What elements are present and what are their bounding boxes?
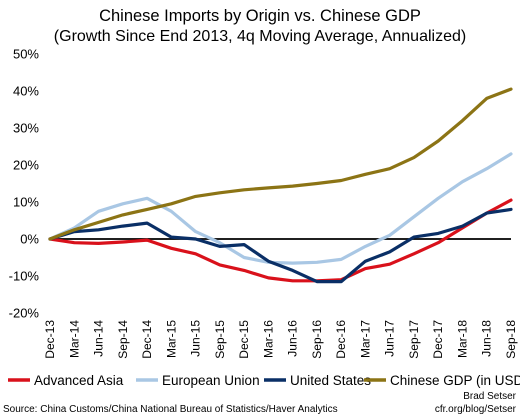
x-tick-label: Dec-17 [431,320,445,359]
series-line [48,87,513,241]
x-tick-label: Dec-16 [334,320,348,359]
x-tick-label: Mar-18 [455,320,469,358]
x-axis: Dec-13 Mar-14 Jun-14 Sep-14 Dec-14 Mar-15 Jun-… [43,320,518,359]
x-tick-label: Dec-13 [43,320,57,359]
x-tick-label: Sep-14 [116,320,130,359]
source-note: Source: China Customs/China National Bur… [3,404,338,415]
y-tick-label: 10% [13,195,39,210]
y-tick-label: -20% [9,306,40,321]
x-tick-label: Sep-15 [213,320,227,359]
x-tick-label: Mar-15 [164,320,178,358]
x-tick-label: Dec-15 [237,320,251,359]
legend: Advanced Asia European Union United States… [8,373,520,388]
legend-label: United States [290,373,371,388]
author-credit: Brad Setser [463,391,516,402]
y-tick-label: 30% [13,121,39,136]
series-lines [48,87,513,284]
chart-subtitle: (Growth Since End 2013, 4q Moving Averag… [54,28,466,45]
x-tick-label: Jun-14 [92,320,106,357]
y-tick-label: 0% [20,232,39,247]
x-tick-label: Jun-17 [383,320,397,357]
y-axis: -20% -10% 0% 10% 20% 30% 40% 50% [9,47,40,321]
x-tick-label: Mar-17 [358,320,372,358]
series-line [48,152,513,265]
y-tick-label: 40% [13,84,39,99]
x-tick-label: Mar-14 [67,320,81,358]
x-tick-label: Dec-14 [140,320,154,359]
legend-label: Chinese GDP (in USD) [390,373,520,388]
x-tick-label: Jun-16 [286,320,300,357]
y-tick-label: -10% [9,269,40,284]
x-tick-label: Mar-16 [261,320,275,358]
x-tick-label: Sep-18 [504,320,518,359]
y-tick-label: 20% [13,158,39,173]
x-tick-label: Sep-16 [310,320,324,359]
series-line [48,207,513,284]
x-tick-label: Jun-18 [480,320,494,357]
chart-title: Chinese Imports by Origin vs. Chinese GD… [99,7,421,25]
x-tick-label: Sep-17 [407,320,421,359]
legend-label: European Union [162,373,260,388]
author-url: cfr.org/blog/Setser [435,404,517,415]
legend-label: Advanced Asia [34,373,124,388]
x-tick-label: Jun-15 [189,320,203,357]
y-tick-label: 50% [13,47,39,62]
series-line [48,198,513,283]
